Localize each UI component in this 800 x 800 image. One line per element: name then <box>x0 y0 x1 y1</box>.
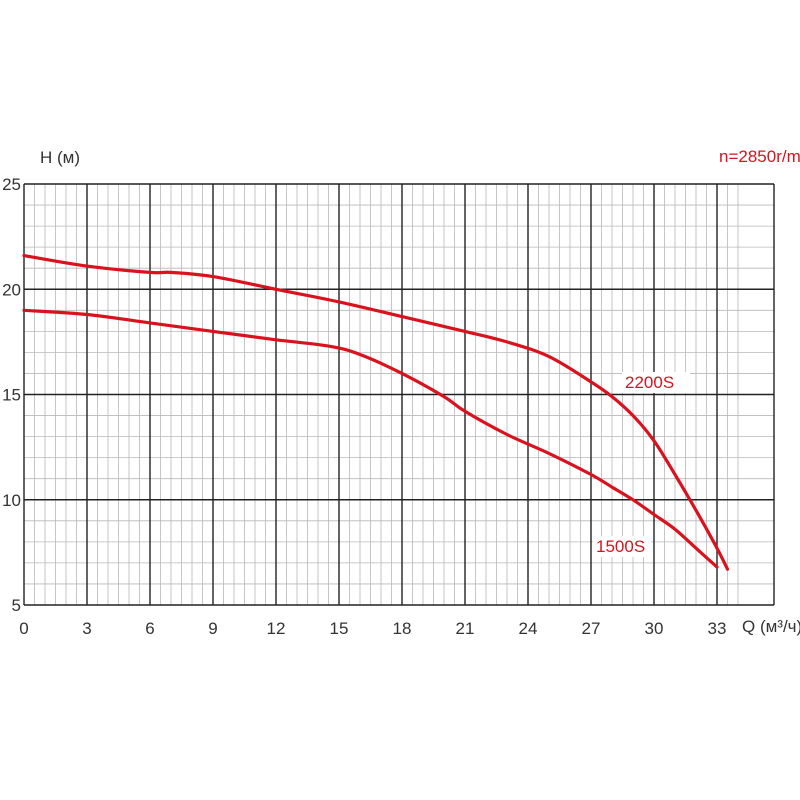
curves <box>22 254 730 571</box>
series-label-bg <box>593 536 651 557</box>
x-tick-label: 15 <box>330 619 349 638</box>
x-tick-label: 21 <box>456 619 475 638</box>
speed-annotation: n=2850r/m <box>719 147 800 166</box>
y-tick-label: 15 <box>2 386 21 405</box>
y-tick-label: 25 <box>2 175 21 194</box>
x-tick-label: 18 <box>393 619 412 638</box>
x-tick-label: 3 <box>82 619 91 638</box>
y-tick-label: 10 <box>2 491 21 510</box>
x-tick-label: 33 <box>708 619 727 638</box>
major-grid <box>23 183 775 606</box>
series-line-1500S <box>22 308 719 569</box>
x-tick-label: 9 <box>208 619 217 638</box>
x-tick-label: 6 <box>145 619 154 638</box>
y-axis-label: H (м) <box>40 148 80 167</box>
x-tick-label: 27 <box>582 619 601 638</box>
series-label-1500S: 1500S <box>596 537 645 556</box>
x-tick-label: 24 <box>519 619 538 638</box>
y-tick-label: 20 <box>2 280 21 299</box>
x-tick-label: 0 <box>19 619 28 638</box>
series-label-bg <box>622 372 690 393</box>
y-tick-label: 5 <box>12 596 21 615</box>
x-tick-label: 12 <box>267 619 286 638</box>
series-labels: 2200S 1500S <box>593 372 690 557</box>
tick-labels: 0 3 6 9 12 15 18 21 24 27 30 33 5 10 15 20 25 <box>2 175 726 638</box>
x-tick-label: 30 <box>645 619 664 638</box>
series-label-2200S: 2200S <box>625 373 674 392</box>
x-axis-label: Q (м³/ч) <box>742 617 800 636</box>
series-line-2200S <box>22 254 730 571</box>
